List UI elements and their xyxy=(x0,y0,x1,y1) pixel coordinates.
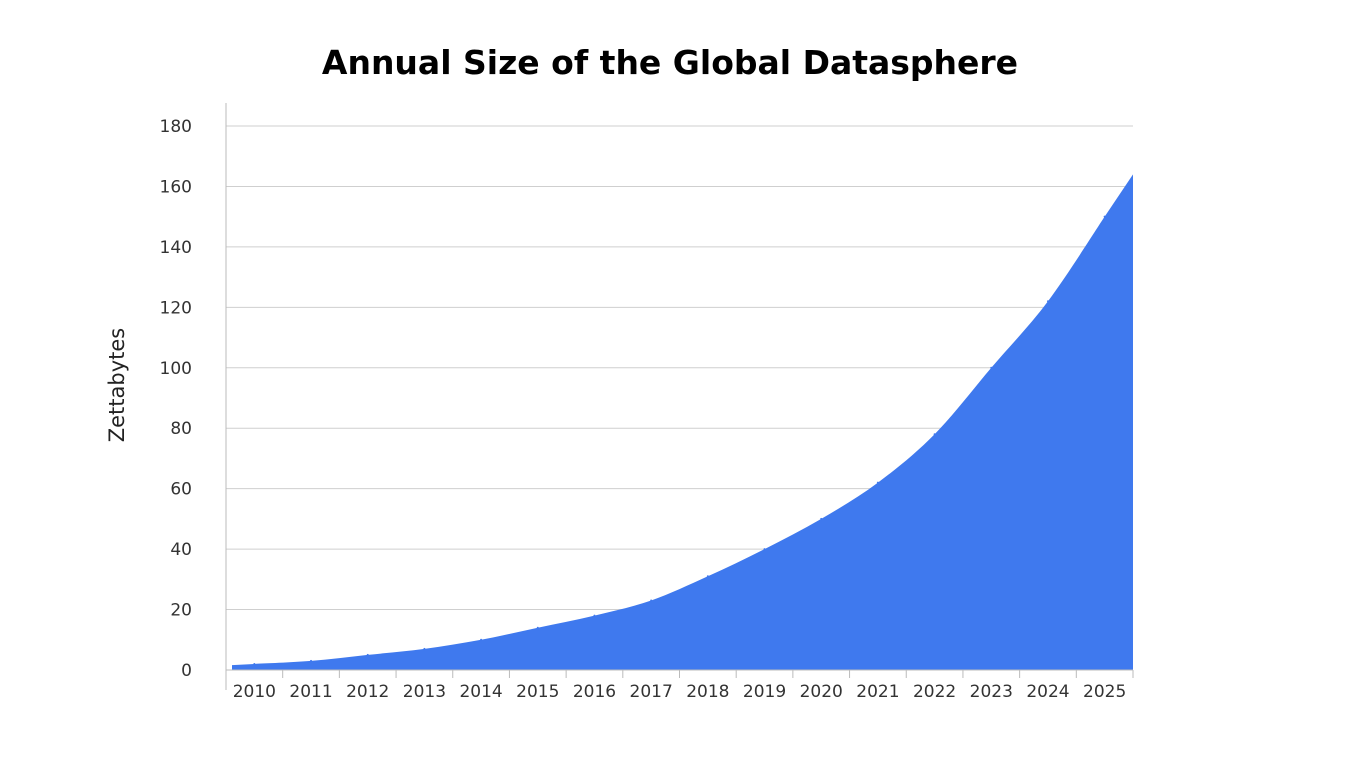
x-tick-label: 2019 xyxy=(743,682,786,702)
y-tick-label: 80 xyxy=(170,419,192,439)
x-tick-label: 2015 xyxy=(516,682,559,702)
y-axis-label: Zettabytes xyxy=(105,328,129,443)
x-tick-label: 2018 xyxy=(686,682,729,702)
y-tick-label: 120 xyxy=(160,298,192,318)
data-points xyxy=(253,215,1106,665)
x-tick-label: 2017 xyxy=(630,682,673,702)
data-point xyxy=(933,433,936,436)
data-point xyxy=(1103,215,1106,218)
x-tick-label: 2012 xyxy=(346,682,389,702)
data-point xyxy=(310,659,313,662)
y-tick-label: 140 xyxy=(160,238,192,258)
x-tick-label: 2014 xyxy=(459,682,502,702)
x-tick-label: 2025 xyxy=(1083,682,1126,702)
data-point xyxy=(536,626,539,629)
data-area xyxy=(232,174,1133,670)
x-tick-label: 2023 xyxy=(970,682,1013,702)
y-tick-label: 100 xyxy=(160,359,192,379)
x-tick-label: 2020 xyxy=(800,682,843,702)
data-point xyxy=(253,662,256,665)
data-point xyxy=(593,614,596,617)
y-tick-label: 40 xyxy=(170,540,192,560)
x-tick-label: 2011 xyxy=(289,682,332,702)
data-point xyxy=(990,366,993,369)
y-tick-label: 180 xyxy=(160,117,192,137)
x-tick-label: 2010 xyxy=(233,682,276,702)
data-point xyxy=(650,599,653,602)
x-tick-label: 2021 xyxy=(856,682,899,702)
chart-title: Annual Size of the Global Datasphere xyxy=(322,43,1018,82)
data-point xyxy=(1046,300,1049,303)
data-point xyxy=(763,548,766,551)
y-tick-label: 160 xyxy=(160,177,192,197)
x-axis-ticks: 2010 2011 2012 2013 2014 2015 2016 2017 2018 2019… xyxy=(225,670,1134,702)
x-tick-label: 2016 xyxy=(573,682,616,702)
y-axis-ticks: 0 20 40 60 80 100 120 140 160 180 xyxy=(160,117,192,681)
data-point xyxy=(423,647,426,650)
data-point xyxy=(480,638,483,641)
gridlines xyxy=(226,125,1133,611)
y-tick-label: 20 xyxy=(170,601,192,621)
data-point xyxy=(366,653,369,656)
x-tick-label: 2022 xyxy=(913,682,956,702)
y-tick-label: 0 xyxy=(181,661,192,681)
data-point xyxy=(876,481,879,484)
x-tick-label: 2013 xyxy=(403,682,446,702)
data-point xyxy=(706,575,709,578)
x-tick-label: 2024 xyxy=(1026,682,1069,702)
data-point xyxy=(820,517,823,520)
y-tick-label: 60 xyxy=(170,480,192,500)
